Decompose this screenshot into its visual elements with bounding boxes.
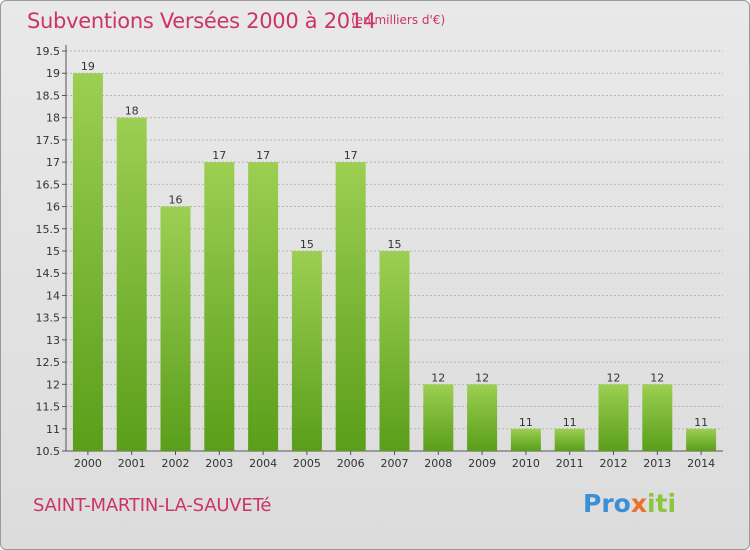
y-tick-label: 16 — [46, 201, 60, 214]
data-label-2007: 15 — [388, 238, 402, 251]
x-tick-label-2008: 2008 — [424, 457, 452, 470]
x-tick-label-2006: 2006 — [337, 457, 365, 470]
data-label-2001: 18 — [125, 105, 139, 118]
bar-2012 — [598, 384, 629, 451]
data-label-2013: 12 — [650, 371, 664, 384]
y-tick-label: 19 — [46, 67, 60, 80]
bar-2005 — [291, 251, 322, 451]
y-tick-label: 13 — [46, 334, 60, 347]
y-tick-label: 10.5 — [36, 445, 61, 458]
x-tick-label-2012: 2012 — [600, 457, 628, 470]
data-label-2000: 19 — [81, 60, 95, 73]
data-label-2002: 16 — [169, 194, 183, 207]
y-tick-label: 16.5 — [36, 178, 61, 191]
x-tick-label-2002: 2002 — [162, 457, 190, 470]
bars — [72, 73, 717, 452]
x-tick-label-2007: 2007 — [381, 457, 409, 470]
x-tick-label-2009: 2009 — [468, 457, 496, 470]
bar-2001 — [116, 117, 147, 452]
data-label-2003: 17 — [212, 149, 226, 162]
y-tick-label: 14.5 — [36, 267, 61, 280]
data-label-2012: 12 — [607, 371, 621, 384]
x-tick-label-2001: 2001 — [118, 457, 146, 470]
x-tick-label-2013: 2013 — [643, 457, 671, 470]
y-tick-label: 14 — [46, 289, 60, 302]
bar-2000 — [72, 73, 103, 451]
x-tick-label-2005: 2005 — [293, 457, 321, 470]
chart-title: Subventions Versées 2000 à 2014 — [27, 9, 376, 33]
data-label-2004: 17 — [256, 149, 270, 162]
bar-2004 — [248, 162, 279, 451]
bar-2008 — [423, 384, 454, 451]
unit-note: (en milliers d'€) — [351, 13, 446, 27]
y-tick-label: 18 — [46, 112, 60, 125]
y-tick-label: 12 — [46, 378, 60, 391]
bar-2009 — [467, 384, 498, 451]
y-tick-label: 18.5 — [36, 89, 61, 102]
x-tick-label-2014: 2014 — [687, 457, 715, 470]
bar-2003 — [204, 162, 235, 451]
y-tick-label: 13.5 — [36, 312, 61, 325]
y-tick-label: 15.5 — [36, 223, 61, 236]
y-tick-label: 11.5 — [36, 401, 61, 414]
y-tick-label: 19.5 — [36, 45, 61, 58]
data-label-2006: 17 — [344, 149, 358, 162]
x-tick-label-2004: 2004 — [249, 457, 277, 470]
bar-2006 — [335, 162, 366, 451]
y-tick-label: 17 — [46, 156, 60, 169]
bar-2007 — [379, 251, 410, 451]
x-tick-label-2000: 2000 — [74, 457, 102, 470]
data-label-2008: 12 — [431, 371, 445, 384]
x-tick-label-2003: 2003 — [205, 457, 233, 470]
x-tick-label-2010: 2010 — [512, 457, 540, 470]
y-tick-label: 15 — [46, 245, 60, 258]
proxiti-logo: Proxiti — [583, 489, 677, 518]
data-label-2010: 11 — [519, 416, 533, 429]
data-label-2009: 12 — [475, 371, 489, 384]
bar-2014 — [686, 428, 717, 451]
bar-2013 — [642, 384, 673, 451]
data-label-2011: 11 — [563, 416, 577, 429]
data-label-2014: 11 — [694, 416, 708, 429]
bar-2010 — [510, 428, 541, 451]
bar-2002 — [160, 206, 191, 451]
y-tick-label: 17.5 — [36, 134, 61, 147]
y-tick-label: 11 — [46, 423, 60, 436]
y-tick-label: 12.5 — [36, 356, 61, 369]
x-tick-label-2011: 2011 — [556, 457, 584, 470]
town-name: SAINT-MARTIN-LA-SAUVETé — [33, 495, 272, 516]
data-label-2005: 15 — [300, 238, 314, 251]
bar-2011 — [554, 428, 585, 451]
labels: 10.5 11 11.5 12 12.5 13 13.5 14 14.5 15 15.5 16 16.5… — [36, 45, 716, 470]
